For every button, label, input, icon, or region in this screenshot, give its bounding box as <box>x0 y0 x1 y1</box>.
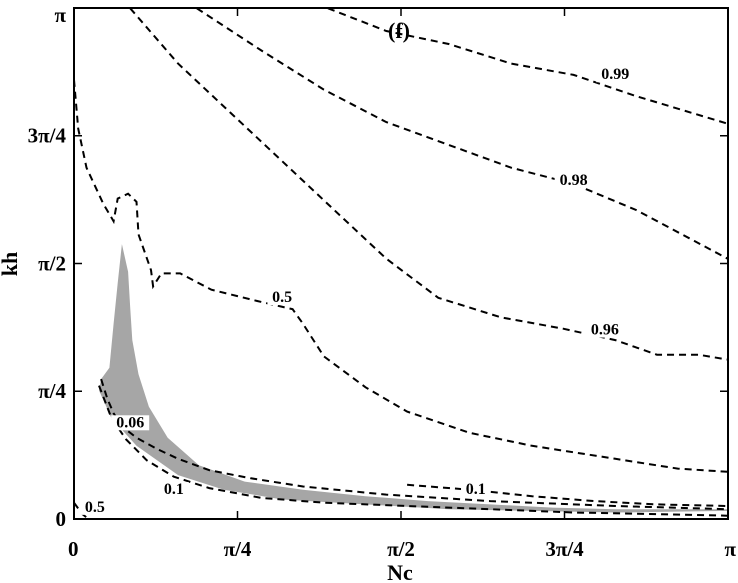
y-tick-label: 0 <box>56 507 67 531</box>
shaded-region <box>99 244 728 513</box>
panel-label: (f) <box>388 18 410 43</box>
contour-label-0_1: 0.1 <box>164 481 184 498</box>
contour-line-0_99 <box>327 7 728 125</box>
x-axis-label: Nc <box>387 560 413 583</box>
contour-line-0_06 <box>100 378 728 511</box>
y-axis-label: kh <box>0 252 22 276</box>
contour-labels-layer: 0.99 0.98 0.96 0.5 0.06 0.1 0.1 0.5 <box>80 66 635 516</box>
x-tick-label: 3π/4 <box>545 537 584 561</box>
x-tick-label: 0 <box>68 537 79 561</box>
contour-label-bg <box>554 172 593 188</box>
contour-label-0_5: 0.5 <box>85 499 105 516</box>
contour-label-bg <box>596 67 635 83</box>
y-tick-label: 3π/4 <box>28 124 67 148</box>
shaded-region-layer <box>99 244 728 513</box>
contour-label-0_5: 0.5 <box>272 289 292 306</box>
contour-line-0_96 <box>129 7 728 361</box>
contour-label-bg <box>80 499 110 515</box>
contour-label-bg <box>111 415 150 431</box>
y-tick-label: π/2 <box>38 251 66 275</box>
contour-label-bg <box>159 481 189 497</box>
ticks-layer: 0 π/4 π/2 3π/4 π 0 π/4 π/2 3π/4 π <box>28 3 737 561</box>
contour-label-0_96: 0.96 <box>591 322 619 339</box>
x-tick-label: π <box>724 537 736 561</box>
contour-line-0_1 <box>407 483 728 507</box>
contour-label-0_99: 0.99 <box>601 66 629 83</box>
x-tick-label: π/2 <box>387 537 415 561</box>
contour-label-0_06: 0.06 <box>116 414 144 431</box>
y-tick-label: π/4 <box>38 379 66 403</box>
contour-label-0_1: 0.1 <box>466 481 486 498</box>
contour-label-bg <box>461 481 491 497</box>
contour-line-0_5 <box>73 79 728 473</box>
contour-line-0_98 <box>196 7 729 260</box>
contour-label-0_98: 0.98 <box>560 172 588 189</box>
contour-label-bg <box>585 322 624 338</box>
y-tick-label: π <box>54 3 66 27</box>
contour-line-0_1 <box>98 385 728 517</box>
x-tick-label: π/4 <box>224 537 252 561</box>
contour-label-bg <box>267 290 297 306</box>
